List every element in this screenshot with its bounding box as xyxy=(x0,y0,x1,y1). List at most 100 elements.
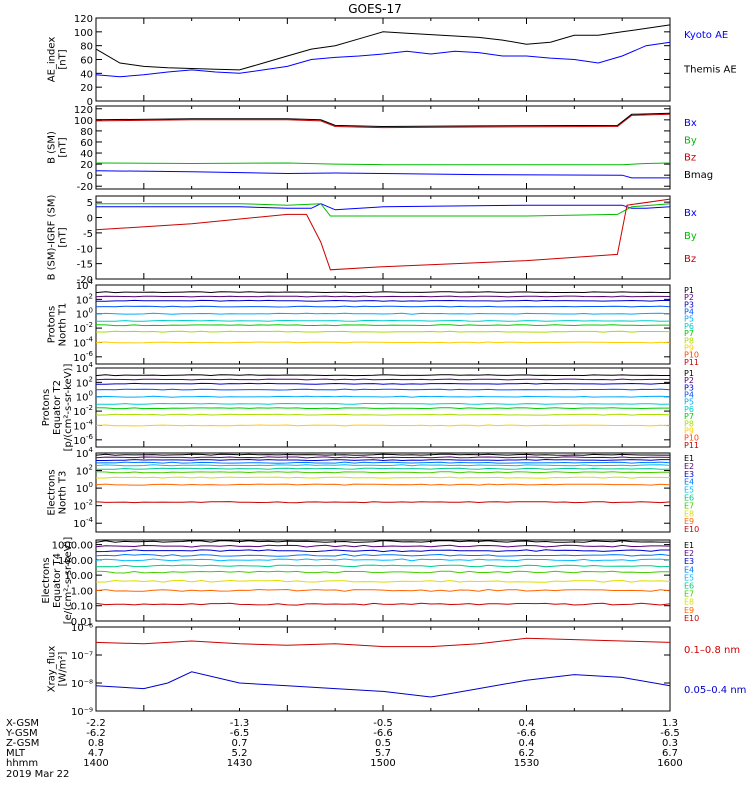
ephemeris-value: -2.2 xyxy=(86,718,106,729)
legend-entry: P3 xyxy=(684,383,694,392)
y-tick-label: 100 xyxy=(74,116,93,127)
series-line xyxy=(95,324,670,327)
y-tick-exponent: 2 xyxy=(89,464,93,472)
legend-entry: By xyxy=(684,231,697,242)
panel-8: 10⁻⁶ 10⁻⁷ 10⁻⁸ 10⁻⁹ Xray_flux [W/m²] 0.1–0.8 n… xyxy=(47,623,747,718)
y-axis-label: North T3 xyxy=(58,471,69,515)
y-tick-exponent: -6 xyxy=(86,350,94,358)
ephemeris-value: 0.5 xyxy=(375,738,391,749)
y-tick-label: 10⁻⁷ xyxy=(71,651,93,662)
y-tick-exponent: 4 xyxy=(89,446,94,454)
y-axis-label: B (SM) xyxy=(47,131,58,164)
y-tick-label: 102 xyxy=(76,375,93,389)
y-tick-exponent: 0 xyxy=(89,481,93,489)
legend-entry: Themis AE xyxy=(683,65,737,76)
series-line xyxy=(95,378,671,381)
y-tick-label: -15 xyxy=(77,260,93,271)
legend-entry: E3 xyxy=(684,470,694,479)
legend-entry: P10 xyxy=(684,351,699,360)
y-tick-exponent: -6 xyxy=(86,433,94,441)
legend-entry: 0.05–0.4 nm xyxy=(684,685,746,696)
y-axis-label: Equator T4 xyxy=(52,553,63,608)
y-tick-exponent: -2 xyxy=(86,321,93,329)
ephemeris-value: -6.2 xyxy=(86,728,106,739)
y-axis-label: [nT] xyxy=(58,49,69,69)
ephemeris-value: -0.5 xyxy=(373,718,393,729)
y-axis-label: [W/m²] xyxy=(58,651,69,686)
legend-entry: P4 xyxy=(684,308,694,317)
y-tick-exponent: -2 xyxy=(86,499,93,507)
series-line xyxy=(95,341,671,344)
legend-entry: P3 xyxy=(684,300,694,309)
ephemeris-value: 1600 xyxy=(657,758,682,769)
series-line xyxy=(95,424,671,427)
ephemeris-value: 0.3 xyxy=(662,738,678,749)
series-line xyxy=(95,170,670,179)
y-tick-label: 80 xyxy=(80,42,93,53)
legend-entry: E6 xyxy=(684,494,694,503)
ephemeris-label: MLT xyxy=(6,748,26,759)
series-line xyxy=(95,112,671,128)
series-line xyxy=(95,471,670,474)
series-line xyxy=(95,295,671,298)
y-tick-label: 20 xyxy=(80,83,93,94)
y-axis-label: Electrons xyxy=(41,557,52,603)
ephemeris-label: hhmm xyxy=(6,758,38,769)
legend-entry: E10 xyxy=(684,614,699,623)
series-line xyxy=(95,162,671,166)
y-tick-label: 0.10 xyxy=(71,602,93,613)
legend-entry: Bz xyxy=(684,254,696,265)
ephemeris-label: Z-GSM xyxy=(6,738,39,749)
panel-6: 104 102 100 10-2 10-4 Electrons North T3 E1E2E3… xyxy=(47,446,700,534)
series-line xyxy=(95,319,671,322)
y-axis-label: Xray_flux xyxy=(47,646,58,693)
legend-entry: P8 xyxy=(684,336,694,345)
y-tick-label: 10-2 xyxy=(73,404,93,418)
y-tick-label: 100 xyxy=(76,481,93,495)
ephemeris-value: 0.4 xyxy=(519,718,535,729)
y-tick-label: 10-2 xyxy=(73,321,93,335)
ephemeris-value: 1.3 xyxy=(662,718,678,729)
ephemeris-value: -1.3 xyxy=(230,718,250,729)
y-tick-label: 100 xyxy=(76,390,93,404)
y-tick-exponent: -2 xyxy=(86,404,93,412)
series-line xyxy=(95,501,671,504)
legend-entry: P5 xyxy=(684,398,694,407)
y-tick-exponent: 4 xyxy=(89,278,94,286)
series-line xyxy=(96,330,671,333)
ephemeris-value: 5.7 xyxy=(375,748,391,759)
ephemeris-value: 0.8 xyxy=(88,738,104,749)
y-tick-label: 100 xyxy=(74,28,93,39)
series-line xyxy=(95,553,671,557)
legend-entry: E5 xyxy=(684,486,694,495)
y-tick-label: 40 xyxy=(80,69,93,80)
y-tick-exponent: -4 xyxy=(86,516,94,524)
y-tick-exponent: -4 xyxy=(86,335,94,343)
legend-entry: 0.1–0.8 nm xyxy=(684,645,740,656)
y-tick-label: 0.01 xyxy=(71,617,93,628)
y-tick-exponent: -4 xyxy=(86,418,94,426)
legend-entry: P7 xyxy=(684,329,694,338)
footer-date: 2019 Mar 22 xyxy=(6,769,69,780)
series-line xyxy=(95,374,670,377)
y-tick-label: 10-6 xyxy=(73,433,93,447)
legend-entry: E9 xyxy=(684,517,694,526)
legend-entry: E4 xyxy=(684,478,694,487)
y-tick-label: 40 xyxy=(80,149,93,160)
series-line xyxy=(96,299,670,302)
series-line xyxy=(95,453,670,456)
panel-1: 120 100 80 60 40 20 0 AE_index [nT] Kyoto AE Themi… xyxy=(47,14,737,108)
y-tick-label: 102 xyxy=(76,464,93,478)
legend-entry: P7 xyxy=(684,412,694,421)
series-line xyxy=(96,203,671,211)
legend-entry: Bmag xyxy=(684,170,713,181)
y-tick-label: 20 xyxy=(80,160,93,171)
series-line xyxy=(95,570,670,574)
series-line xyxy=(95,558,671,562)
series-line xyxy=(95,464,671,467)
ephemeris-value: 1400 xyxy=(83,758,108,769)
